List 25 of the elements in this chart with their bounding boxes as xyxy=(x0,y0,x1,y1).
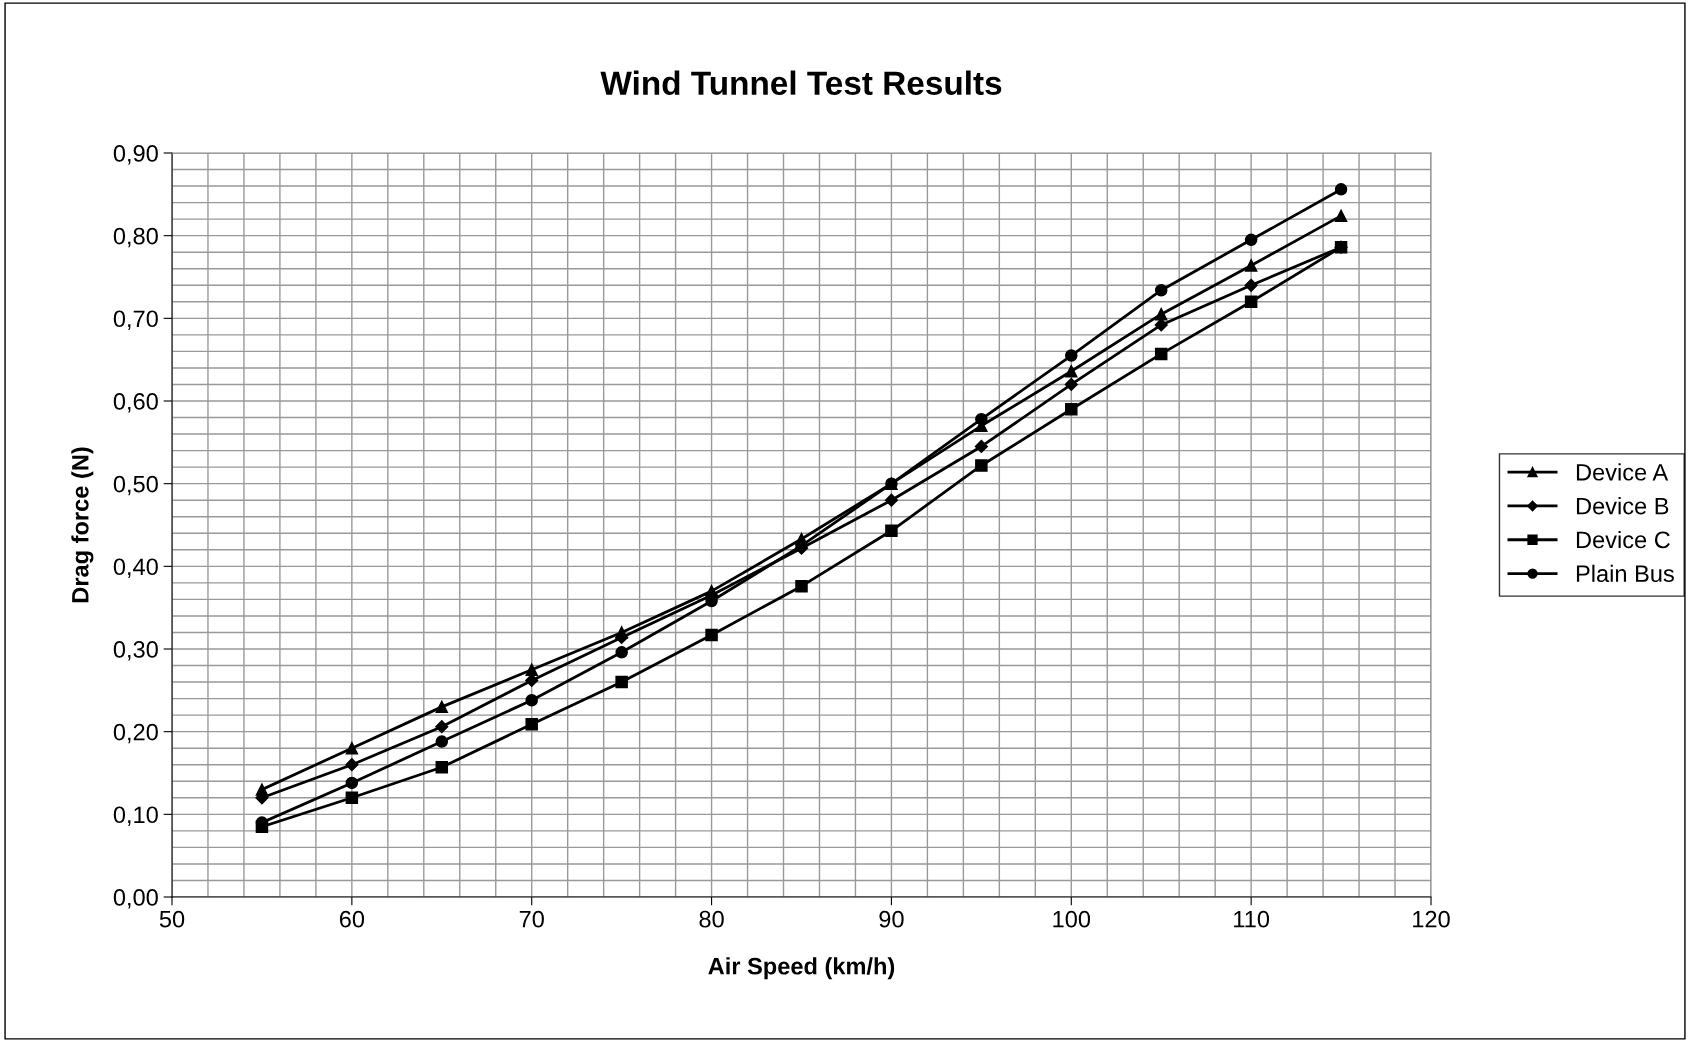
legend-label: Device A xyxy=(1576,463,1669,481)
x-tick-label: 80 xyxy=(699,910,724,928)
y-tick-label: 0,70 xyxy=(113,310,158,330)
y-tick-label: 0,80 xyxy=(113,227,158,248)
x-tick-label: 90 xyxy=(879,910,904,928)
x-tick-label: 70 xyxy=(519,910,544,928)
x-tick-label: 100 xyxy=(1053,910,1091,928)
x-tick-label: 110 xyxy=(1234,910,1270,928)
y-tick-label: 0,50 xyxy=(113,475,158,496)
y-axis-title: Drag force (N) xyxy=(71,447,94,603)
y-tick-label: 0,20 xyxy=(113,723,158,744)
y-tick-label: 0,90 xyxy=(113,145,158,165)
x-axis-title: Air Speed (km/h) xyxy=(708,957,895,980)
x-tick-label: 50 xyxy=(159,910,185,928)
legend-label: Device B xyxy=(1576,497,1669,515)
y-tick-label: 0,10 xyxy=(113,806,158,826)
y-tick-label: 0,60 xyxy=(113,393,158,413)
chart-title: Wind Tunnel Test Results xyxy=(600,70,1002,95)
legend-label: Device C xyxy=(1576,530,1670,549)
x-tick-label: 120 xyxy=(1413,910,1450,928)
y-tick-label: 0,00 xyxy=(113,889,158,909)
y-tick-label: 0,30 xyxy=(113,641,158,661)
y-tick-label: 0,40 xyxy=(113,558,158,578)
legend-label: Plain Bus xyxy=(1576,564,1674,583)
x-tick-label: 60 xyxy=(339,910,365,928)
